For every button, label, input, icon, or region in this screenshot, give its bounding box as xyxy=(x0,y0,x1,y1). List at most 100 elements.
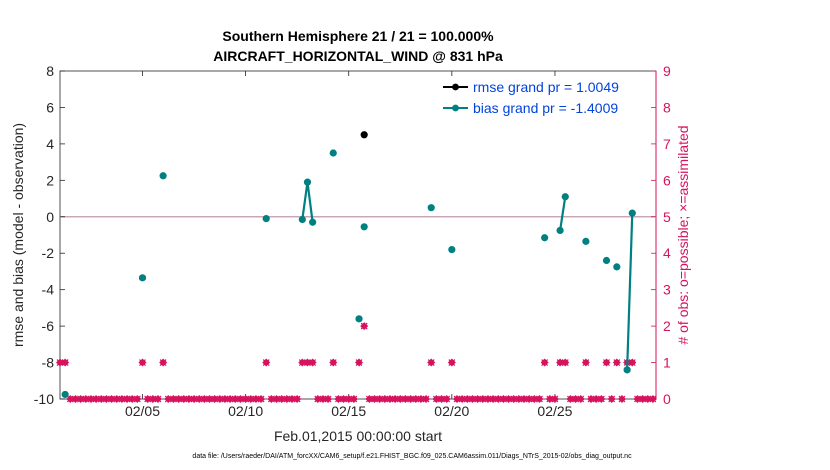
obs-assimilated-marker xyxy=(443,395,451,403)
obs-assimilated-marker xyxy=(262,359,270,366)
obs-assimilated-marker xyxy=(113,395,121,403)
bias-point xyxy=(556,226,564,235)
y-axis-left-label: rmse and bias (model - observation) xyxy=(10,123,26,347)
y-right-tick-label: 7 xyxy=(663,136,671,152)
obs-assimilated-marker xyxy=(649,395,657,403)
bias-point xyxy=(602,256,611,265)
obs-assimilated-marker xyxy=(97,395,105,403)
obs-assimilated-marker xyxy=(190,395,198,403)
obs-assimilated-marker xyxy=(298,359,306,366)
obs-assimilated-marker xyxy=(226,395,234,403)
obs-assimilated-marker xyxy=(608,395,616,403)
obs-assimilated-marker xyxy=(422,395,430,403)
legend-rmse-label: rmse grand pr = 1.0049 xyxy=(473,79,619,95)
x-tick-label: 02/15 xyxy=(331,403,366,419)
x-tick-label: 02/25 xyxy=(537,403,572,419)
obs-assimilated-marker xyxy=(582,359,590,366)
plot-frame xyxy=(59,70,657,400)
obs-assimilated-marker xyxy=(644,395,652,403)
obs-assimilated-marker xyxy=(133,395,141,403)
obs-assimilated-marker xyxy=(164,395,172,403)
obs-assimilated-marker xyxy=(319,395,327,403)
obs-assimilated-marker xyxy=(546,395,554,403)
obs-assimilated-marker xyxy=(180,395,188,403)
obs-assimilated-marker xyxy=(510,395,518,403)
obs-assimilated-marker xyxy=(159,359,167,366)
bias-point xyxy=(613,263,621,271)
bias-point xyxy=(303,178,312,186)
y-axis-right-label: # of obs: o=possible; ×=assimilated xyxy=(675,125,691,344)
obs-assimilated-marker xyxy=(365,395,373,403)
obs-assimilated-marker xyxy=(561,359,569,366)
obs-assimilated-marker xyxy=(216,395,224,403)
obs-assimilated-marker xyxy=(592,395,600,403)
obs-assimilated-marker xyxy=(206,395,213,403)
obs-assimilated-marker xyxy=(175,395,183,403)
bias-point xyxy=(582,237,590,245)
obs-assimilated-marker xyxy=(267,395,275,403)
y-right-tick-label: 3 xyxy=(663,282,671,298)
bias-point xyxy=(355,315,363,323)
y-left-tick-label: 4 xyxy=(46,136,54,152)
obs-assimilated-marker xyxy=(252,395,260,403)
obs-assimilated-marker xyxy=(360,322,368,330)
obs-assimilated-marker xyxy=(520,395,528,403)
obs-assimilated-marker xyxy=(479,395,487,403)
bias-point xyxy=(623,366,631,374)
obs-assimilated-marker xyxy=(458,395,466,403)
obs-assimilated-marker xyxy=(288,395,296,403)
bias-point xyxy=(448,245,456,254)
obs-assimilated-marker xyxy=(304,359,311,366)
obs-assimilated-marker xyxy=(257,395,265,403)
obs-assimilated-marker xyxy=(149,395,157,403)
obs-assimilated-marker xyxy=(469,395,476,403)
obs-assimilated-marker xyxy=(242,395,250,403)
obs-assimilated-marker xyxy=(463,395,471,403)
obs-assimilated-marker xyxy=(628,359,636,366)
obs-assimilated-marker xyxy=(597,395,605,403)
x-tick-label: 02/20 xyxy=(434,403,469,419)
obs-assimilated-marker xyxy=(412,395,420,403)
rmse-point xyxy=(360,131,368,139)
obs-assimilated-marker xyxy=(350,395,358,403)
obs-assimilated-marker xyxy=(102,395,110,403)
obs-assimilated-marker xyxy=(200,395,208,403)
obs-assimilated-marker xyxy=(309,359,317,366)
obs-assimilated-marker xyxy=(139,359,146,366)
obs-assimilated-marker xyxy=(402,395,409,403)
obs-assimilated-marker xyxy=(128,395,136,403)
bias-point xyxy=(541,234,549,242)
obs-assimilated-marker xyxy=(391,395,399,403)
y-right-tick-label: 2 xyxy=(663,318,671,334)
bias-point xyxy=(360,223,368,231)
obs-assimilated-marker xyxy=(515,395,523,403)
obs-assimilated-marker xyxy=(170,395,177,403)
obs-assimilated-marker xyxy=(211,395,219,403)
obs-assimilated-marker xyxy=(396,395,404,403)
obs-assimilated-marker xyxy=(530,395,538,403)
y-left-tick-label: 8 xyxy=(46,63,54,79)
obs-assimilated-marker xyxy=(613,359,621,366)
obs-assimilated-marker xyxy=(499,395,507,403)
obs-assimilated-marker xyxy=(82,395,90,403)
obs-assimilated-marker xyxy=(118,395,126,403)
legend-bias-marker xyxy=(452,104,459,112)
y-right-tick-label: 9 xyxy=(663,63,671,79)
obs-assimilated-marker xyxy=(371,395,378,403)
bias-point xyxy=(628,209,636,217)
obs-assimilated-marker xyxy=(505,395,512,403)
obs-assimilated-marker xyxy=(407,395,415,403)
obs-assimilated-marker xyxy=(474,395,482,403)
bias-point xyxy=(309,218,317,226)
y-right-tick-label: 0 xyxy=(663,391,671,407)
obs-assimilated-marker xyxy=(72,395,79,403)
obs-assimilated-marker xyxy=(56,359,64,366)
obs-assimilated-marker xyxy=(154,395,162,403)
obs-assimilated-marker xyxy=(108,395,115,403)
chart-title-line1: Southern Hemisphere 21 / 21 = 100.000% xyxy=(222,28,494,44)
obs-assimilated-marker xyxy=(577,395,585,403)
y-left-tick-label: -2 xyxy=(42,245,55,261)
obs-assimilated-marker xyxy=(66,395,74,403)
bias-point xyxy=(329,149,337,157)
